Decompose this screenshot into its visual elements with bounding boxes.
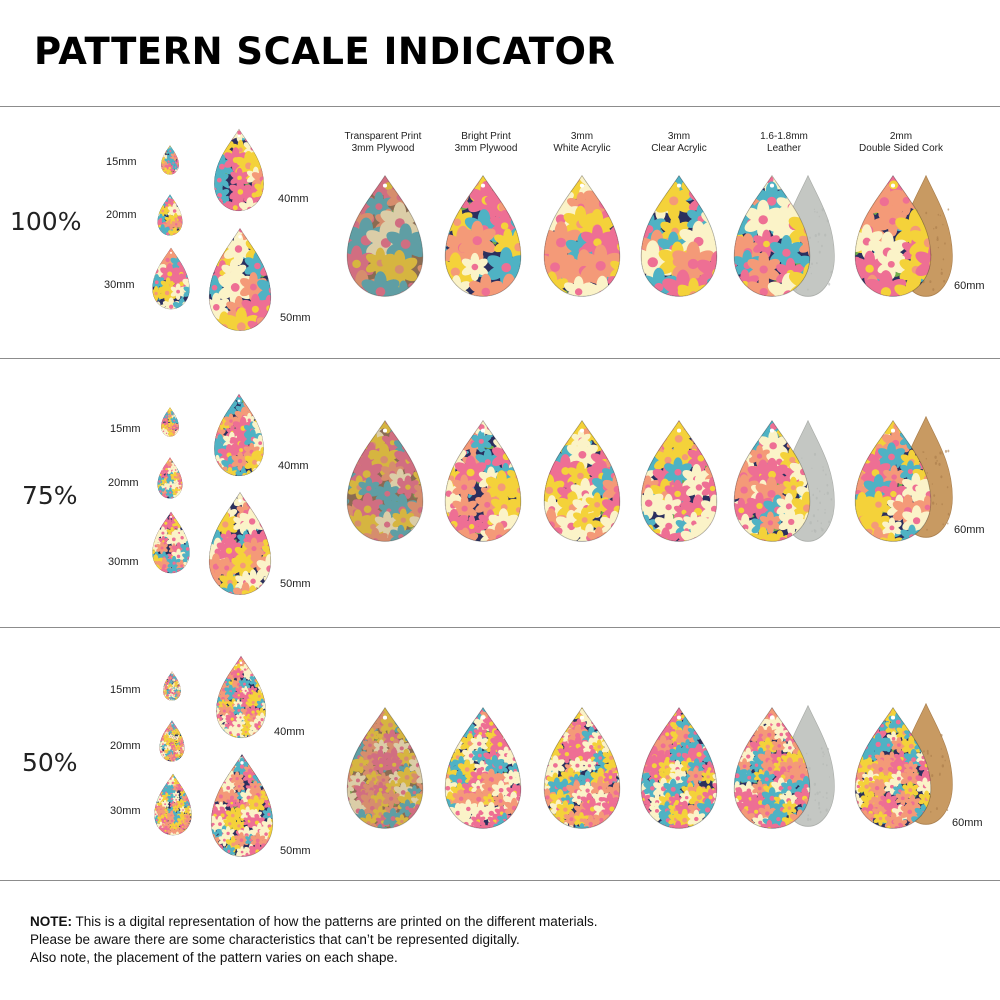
earring-drop-20mm xyxy=(159,720,185,762)
earring-transparent-plywood xyxy=(346,419,424,542)
scale-section-50: 50% 15mm 20mm 30mm 40mm 50mm 60mm xyxy=(0,628,1000,878)
earring-leather xyxy=(733,174,811,297)
earring-bright-plywood xyxy=(444,706,522,829)
material-label-leather: 1.6-1.8mm Leather xyxy=(760,131,808,154)
earring-drop-40mm xyxy=(214,128,264,212)
earring-drop-30mm xyxy=(152,247,190,310)
earring-clear-acrylic xyxy=(640,706,718,829)
size-label-50mm: 50mm xyxy=(280,578,311,590)
earring-cork xyxy=(854,419,932,542)
size-label-50mm: 50mm xyxy=(280,312,311,324)
earring-clear-acrylic xyxy=(640,419,718,542)
size-label-20mm: 20mm xyxy=(110,740,141,752)
size-label-15mm: 15mm xyxy=(106,156,137,168)
earring-drop-15mm xyxy=(161,145,179,175)
disclaimer-note: NOTE: This is a digital representation o… xyxy=(30,913,970,967)
note-line-2: Please be aware there are some character… xyxy=(30,932,520,947)
earring-drop-40mm xyxy=(214,393,264,477)
size-label-60mm: 60mm xyxy=(954,524,985,536)
note-line-3: Also note, the placement of the pattern … xyxy=(30,950,398,965)
earring-white-acrylic xyxy=(543,706,621,829)
size-label-20mm: 20mm xyxy=(106,209,137,221)
material-label-bright-plywood: Bright Print 3mm Plywood xyxy=(454,131,518,154)
earring-leather xyxy=(733,706,811,829)
size-label-50mm: 50mm xyxy=(280,845,311,857)
earring-drop-20mm xyxy=(157,457,183,499)
size-label-15mm: 15mm xyxy=(110,684,141,696)
scale-label: 100% xyxy=(10,207,82,236)
note-line-1: This is a digital representation of how … xyxy=(72,914,598,929)
size-label-30mm: 30mm xyxy=(110,805,141,817)
material-label-clear-acrylic: 3mm Clear Acrylic xyxy=(651,131,707,154)
size-label-30mm: 30mm xyxy=(108,556,139,568)
earring-drop-30mm xyxy=(152,511,190,574)
size-label-40mm: 40mm xyxy=(274,726,305,738)
earring-drop-50mm xyxy=(210,753,274,857)
size-label-30mm: 30mm xyxy=(104,279,135,291)
material-label-cork: 2mm Double Sided Cork xyxy=(859,131,943,154)
earring-transparent-plywood xyxy=(346,706,424,829)
size-label-60mm: 60mm xyxy=(954,280,985,292)
size-label-40mm: 40mm xyxy=(278,193,309,205)
earring-drop-15mm xyxy=(161,407,179,437)
earring-white-acrylic xyxy=(543,419,621,542)
scale-label: 50% xyxy=(22,748,78,777)
earring-drop-15mm xyxy=(163,671,181,701)
scale-section-75: 75% 15mm 20mm 30mm 40mm 50mm 60mm xyxy=(0,359,1000,609)
earring-transparent-plywood xyxy=(346,174,424,297)
earring-bright-plywood xyxy=(444,174,522,297)
divider xyxy=(0,358,1000,359)
earring-drop-40mm xyxy=(216,655,266,739)
size-label-40mm: 40mm xyxy=(278,460,309,472)
earring-drop-30mm xyxy=(154,773,192,836)
material-label-white-acrylic: 3mm White Acrylic xyxy=(553,131,611,154)
earring-leather xyxy=(733,419,811,542)
size-label-60mm: 60mm xyxy=(952,817,983,829)
size-label-20mm: 20mm xyxy=(108,477,139,489)
scale-section-100: 100% 15mm 20mm 30mm 40mm 50mm 60mm Trans… xyxy=(0,107,1000,357)
size-label-15mm: 15mm xyxy=(110,423,141,435)
earring-clear-acrylic xyxy=(640,174,718,297)
earring-drop-50mm xyxy=(208,491,272,595)
earring-drop-20mm xyxy=(157,194,183,236)
divider xyxy=(0,627,1000,628)
page-title: PATTERN SCALE INDICATOR xyxy=(34,30,616,73)
note-label: NOTE: xyxy=(30,914,72,929)
earring-white-acrylic xyxy=(543,174,621,297)
earring-cork xyxy=(854,706,932,829)
earring-drop-50mm xyxy=(208,227,272,331)
divider xyxy=(0,106,1000,107)
scale-label: 75% xyxy=(22,481,78,510)
material-label-transparent-plywood: Transparent Print 3mm Plywood xyxy=(344,131,422,154)
divider xyxy=(0,880,1000,881)
earring-cork xyxy=(854,174,932,297)
earring-bright-plywood xyxy=(444,419,522,542)
